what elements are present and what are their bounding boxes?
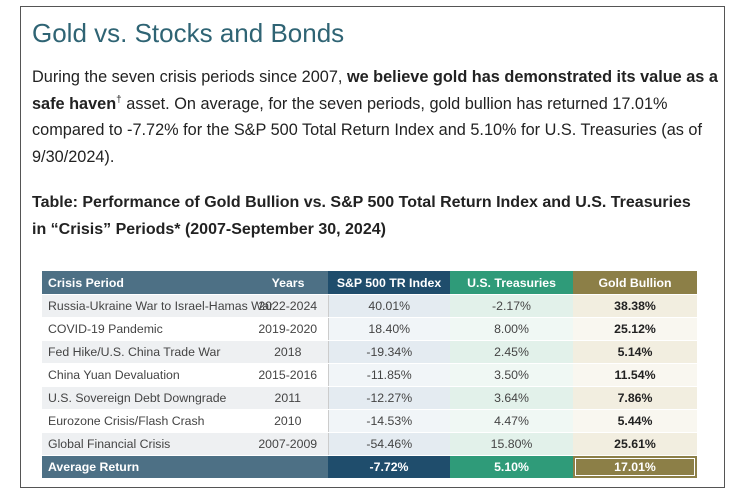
- table-body: Russia-Ukraine War to Israel-Hamas War 20…: [42, 294, 697, 456]
- table-row: Russia-Ukraine War to Israel-Hamas War 20…: [42, 294, 697, 318]
- footer-cell: 17.01%: [573, 455, 697, 479]
- table-cell: 2007-2009: [248, 432, 329, 456]
- table-cell: 25.61%: [573, 432, 697, 456]
- table-cell: 38.38%: [573, 294, 697, 318]
- table-head: Crisis Period Years S&P 500 TR Index U.S. T…: [42, 271, 697, 295]
- table-foot: Average Return -7.72% 5.10% 17.01%: [42, 455, 697, 479]
- table-cell: 2015-2016: [248, 363, 329, 387]
- table-cell: 2018: [248, 340, 329, 364]
- table: Crisis Period Years S&P 500 TR Index U.S. T…: [42, 271, 697, 479]
- title: Gold vs. Stocks and Bonds: [32, 18, 345, 48]
- header-row: Crisis Period Years S&P 500 TR Index U.S. T…: [42, 271, 697, 295]
- frame: [20, 6, 725, 488]
- footer-cell: Average Return: [42, 455, 328, 479]
- header-cell: Gold Bullion: [573, 271, 697, 295]
- intro-text: During the seven crisis periods since 20…: [32, 68, 347, 86]
- table-cell: 3.50%: [450, 363, 573, 387]
- table-cell: -54.46%: [328, 432, 450, 456]
- table-cell: 3.64%: [450, 386, 573, 410]
- table-row: Eurozone Crisis/Flash Crash 2010 -14.53% 4.…: [42, 409, 697, 433]
- dagger: †: [116, 94, 122, 106]
- table-cell: 18.40%: [328, 317, 450, 341]
- table-cell: 8.00%: [450, 317, 573, 341]
- table-cell: -19.34%: [328, 340, 450, 364]
- table-cell: 25.12%: [573, 317, 697, 341]
- table-cell: 2022-2024: [248, 294, 329, 318]
- header-cell: Crisis Period: [42, 271, 248, 295]
- table-row: COVID-19 Pandemic 2019-2020 18.40% 8.00% 25.…: [42, 317, 697, 341]
- header-cell: S&P 500 TR Index: [328, 271, 450, 295]
- table-row: Global Financial Crisis 2007-2009 -54.46% 1…: [42, 432, 697, 456]
- table-cell: 2010: [248, 409, 329, 433]
- intro: During the seven crisis periods since 20…: [32, 64, 722, 170]
- table-cell: Russia-Ukraine War to Israel-Hamas War: [42, 294, 273, 318]
- table-row: China Yuan Devaluation 2015-2016 -11.85% 3.…: [42, 363, 697, 387]
- table-cell: -11.85%: [328, 363, 450, 387]
- table-cell: 11.54%: [573, 363, 697, 387]
- table-cell: 2011: [248, 386, 329, 410]
- table-cell: Fed Hike/U.S. China Trade War: [42, 340, 248, 364]
- table-cell: 5.44%: [573, 409, 697, 433]
- table-cell: -12.27%: [328, 386, 450, 410]
- table-row: Fed Hike/U.S. China Trade War 2018 -19.34%…: [42, 340, 697, 364]
- table-cell: 2019-2020: [248, 317, 329, 341]
- table-cell: 40.01%: [328, 294, 450, 318]
- table-cell: Global Financial Crisis: [42, 432, 248, 456]
- table-row: U.S. Sovereign Debt Downgrade 2011 -12.27%…: [42, 386, 697, 410]
- intro-text: asset. On average, for the seven periods…: [32, 94, 703, 166]
- header-cell: U.S. Treasuries: [450, 271, 573, 295]
- table-cell: U.S. Sovereign Debt Downgrade: [42, 386, 248, 410]
- table-cell: -14.53%: [328, 409, 450, 433]
- table-cell: China Yuan Devaluation: [42, 363, 248, 387]
- table-cell: 4.47%: [450, 409, 573, 433]
- caption: Table: Performance of Gold Bullion vs. S…: [32, 194, 691, 238]
- table-cell: -2.17%: [450, 294, 573, 318]
- table-cell: 5.14%: [573, 340, 697, 364]
- intro-bold: we believe gold has demonstrated its val…: [32, 68, 718, 113]
- footer-cell: -7.72%: [328, 455, 450, 479]
- average-row: Average Return -7.72% 5.10% 17.01%: [42, 455, 697, 479]
- table-cell: 2.45%: [450, 340, 573, 364]
- header-cell: Years: [248, 271, 328, 295]
- table-cell: 7.86%: [573, 386, 697, 410]
- table-cell: COVID-19 Pandemic: [42, 317, 248, 341]
- table-cell: Eurozone Crisis/Flash Crash: [42, 409, 248, 433]
- footer-cell: 5.10%: [450, 455, 573, 479]
- table-cell: 15.80%: [450, 432, 573, 456]
